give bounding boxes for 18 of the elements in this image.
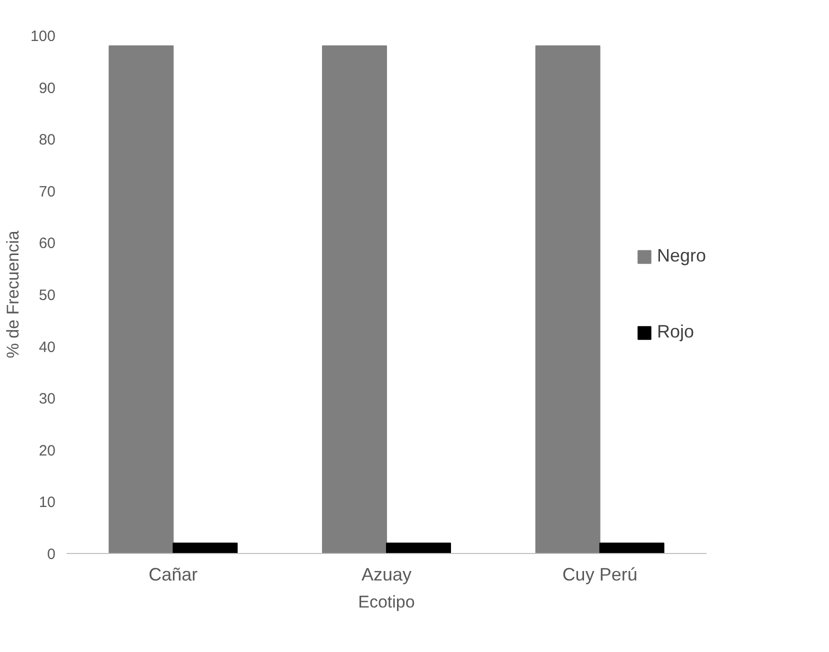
x-tick-label: Cuy Perú bbox=[562, 564, 638, 584]
x-tick-label: Cañar bbox=[148, 564, 198, 584]
y-tick-label: 30 bbox=[38, 390, 56, 408]
y-tick-label: 50 bbox=[38, 287, 56, 304]
y-tick-label: 80 bbox=[38, 132, 56, 149]
y-tick-label: 60 bbox=[38, 235, 56, 252]
y-tick-label: 70 bbox=[38, 183, 56, 200]
y-tick-label: 20 bbox=[38, 442, 56, 460]
y-tick-label: 10 bbox=[38, 494, 56, 512]
y-tick-label: 40 bbox=[38, 338, 56, 356]
x-axis-title: Ecotipo bbox=[358, 592, 415, 612]
legend-label: Rojo bbox=[656, 322, 694, 342]
y-axis-title: % de Frecuencia bbox=[3, 230, 22, 358]
x-tick-label: Azuay bbox=[361, 564, 412, 584]
y-tick-label: 100 bbox=[30, 28, 56, 45]
legend-label: Negro bbox=[656, 246, 706, 266]
y-tick-label: 90 bbox=[38, 80, 56, 97]
y-tick-label: 0 bbox=[47, 546, 56, 563]
